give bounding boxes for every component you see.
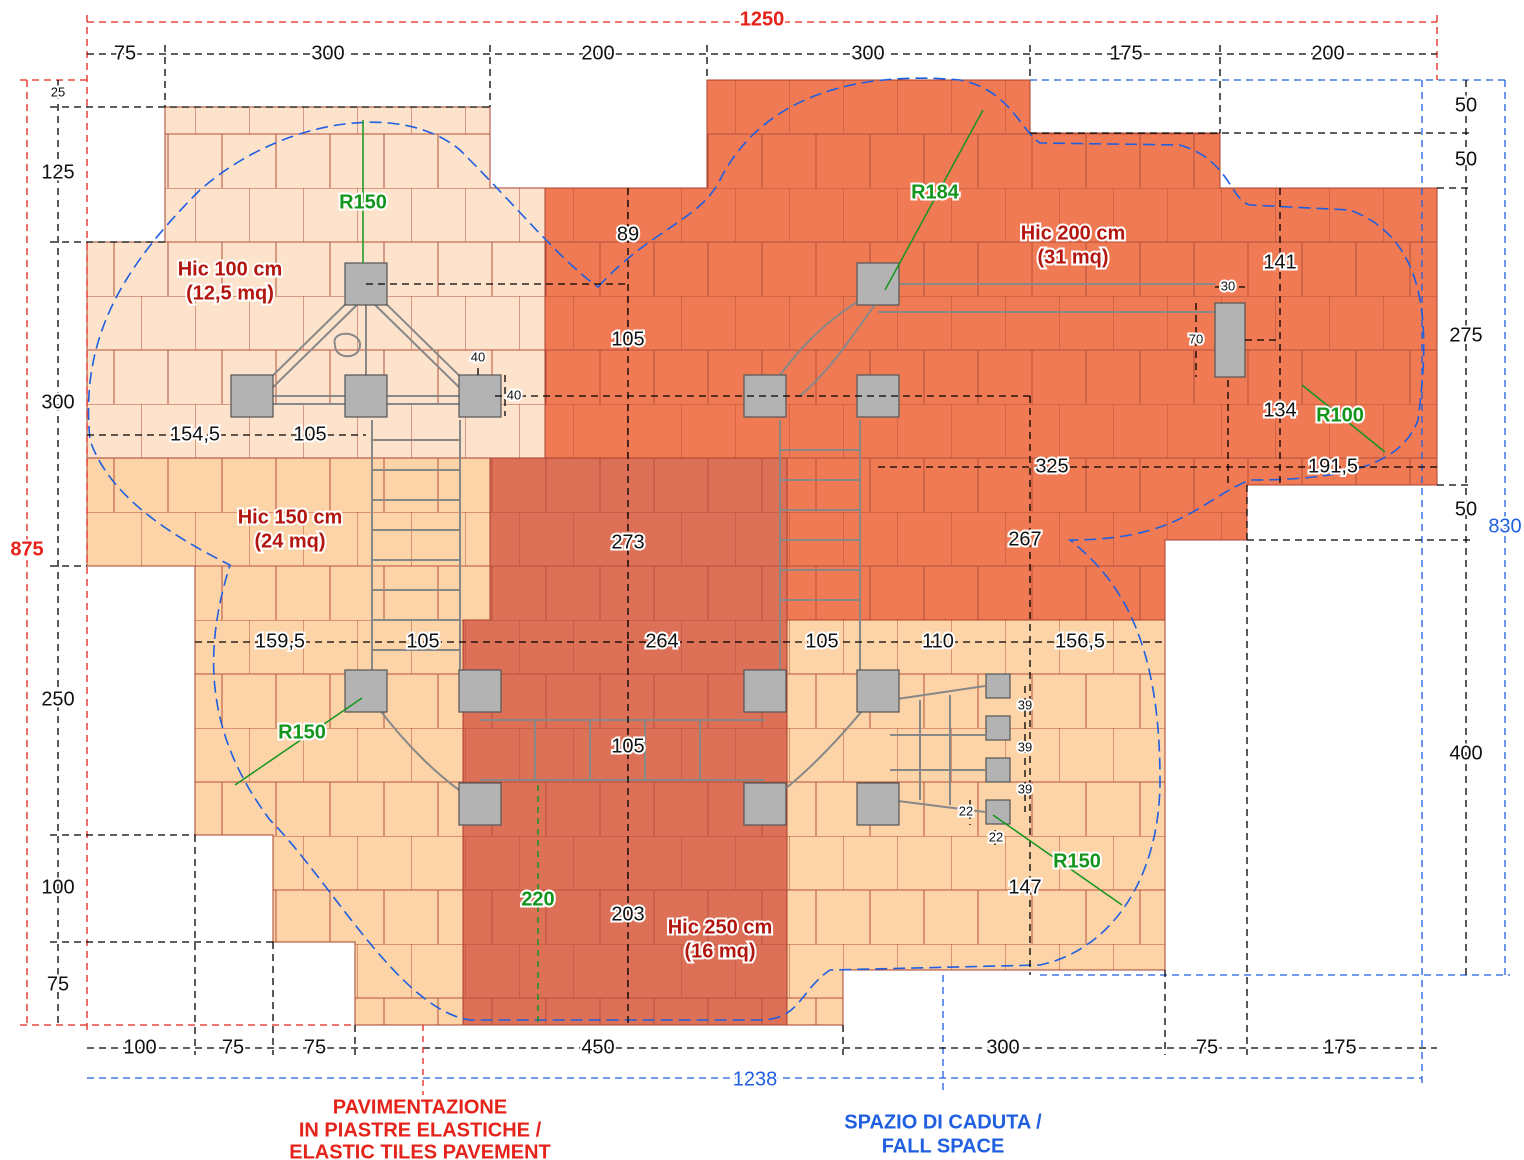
dimension-label: 175 bbox=[1109, 42, 1142, 64]
dimension-label: 105 bbox=[805, 630, 838, 652]
dimension-label: 134 bbox=[1263, 399, 1296, 421]
dimension-label: 450 bbox=[581, 1036, 614, 1058]
zone-label: Hic 250 cm bbox=[668, 916, 773, 938]
dimension-label: 264 bbox=[645, 630, 678, 652]
dimension-label: 70 bbox=[1189, 331, 1203, 346]
dimension-label: 75 bbox=[114, 42, 136, 64]
post bbox=[744, 783, 786, 825]
post bbox=[986, 758, 1010, 782]
dimension-label: 141 bbox=[1263, 251, 1296, 273]
dimension-label: 39 bbox=[1018, 697, 1032, 712]
dimension-label: 25 bbox=[51, 84, 65, 99]
dimension-label: 400 bbox=[1449, 742, 1482, 764]
legend-pavement: ELASTIC TILES PAVEMENT bbox=[289, 1141, 551, 1160]
dimension-label: 125 bbox=[41, 161, 74, 183]
dimension-label: 100 bbox=[123, 1036, 156, 1058]
legend-pavement: IN PIASTRE ELASTICHE / bbox=[299, 1119, 542, 1141]
zone-area: (12,5 mq) bbox=[186, 282, 274, 304]
radius-label: R100 bbox=[1316, 404, 1364, 426]
dimension-label: 22 bbox=[959, 803, 973, 818]
dimension-label: 89 bbox=[617, 223, 639, 245]
post bbox=[345, 375, 387, 417]
post bbox=[857, 783, 899, 825]
dimension-label: 156,5 bbox=[1055, 630, 1105, 652]
fall-height: 830 bbox=[1488, 515, 1521, 537]
dimension-label: 105 bbox=[406, 630, 439, 652]
dimension-label: 105 bbox=[611, 735, 644, 757]
dimension-label: 300 bbox=[851, 42, 884, 64]
post bbox=[459, 670, 501, 712]
dimension-label: 175 bbox=[1323, 1036, 1356, 1058]
radius-label: R150 bbox=[1053, 850, 1101, 872]
post bbox=[459, 783, 501, 825]
dimension-label: 300 bbox=[986, 1036, 1019, 1058]
dimension-label: 191,5 bbox=[1308, 455, 1358, 477]
dimension-label: 300 bbox=[311, 42, 344, 64]
zone-label: Hic 100 cm bbox=[178, 258, 283, 280]
dimension-label: 100 bbox=[41, 876, 74, 898]
post bbox=[857, 263, 899, 305]
post bbox=[1215, 303, 1245, 377]
post bbox=[744, 670, 786, 712]
dimension-label: 154,5 bbox=[170, 423, 220, 445]
zone-area: (16 mq) bbox=[684, 940, 755, 962]
dimension-label: 75 bbox=[1196, 1036, 1218, 1058]
dimension-label: 40 bbox=[507, 387, 521, 402]
radius-label: R150 bbox=[339, 191, 387, 213]
legend-fall-space: FALL SPACE bbox=[882, 1135, 1005, 1157]
dimension-label: 105 bbox=[611, 328, 644, 350]
dimension-label: 50 bbox=[1455, 94, 1477, 116]
dimension-label: 50 bbox=[1455, 498, 1477, 520]
post bbox=[986, 716, 1010, 740]
radius-label: R184 bbox=[911, 181, 960, 203]
dimension-label: 40 bbox=[471, 349, 485, 364]
dimension-label: 105 bbox=[293, 423, 326, 445]
post bbox=[459, 375, 501, 417]
tile-grid bbox=[787, 620, 1165, 1025]
dimension-label: 30 bbox=[1221, 278, 1235, 293]
dimension-label: 147 bbox=[1008, 876, 1041, 898]
overall-height: 875 bbox=[10, 538, 43, 560]
dimension-label: 39 bbox=[1018, 739, 1032, 754]
dimension-label: 273 bbox=[611, 531, 644, 553]
overall-width: 1250 bbox=[740, 8, 785, 30]
dimension-label: 275 bbox=[1449, 324, 1482, 346]
radius-label: R150 bbox=[278, 721, 326, 743]
post bbox=[857, 670, 899, 712]
dimension-label: 250 bbox=[41, 688, 74, 710]
dimension-label: 39 bbox=[1018, 781, 1032, 796]
dimension-label: 22 bbox=[989, 829, 1003, 844]
dimension-label: 75 bbox=[47, 973, 69, 995]
post bbox=[231, 375, 273, 417]
dimension-label: 75 bbox=[304, 1036, 326, 1058]
dimension-label: 200 bbox=[1311, 42, 1344, 64]
zone-label: Hic 150 cm bbox=[238, 506, 343, 528]
dimension-label: 300 bbox=[41, 391, 74, 413]
post bbox=[986, 800, 1010, 824]
dimension-label: 203 bbox=[611, 903, 644, 925]
dimension-label: 267 bbox=[1008, 528, 1041, 550]
zones bbox=[87, 80, 1437, 1025]
legend-pavement: PAVIMENTAZIONE bbox=[333, 1096, 507, 1118]
zone-label: Hic 200 cm bbox=[1021, 222, 1126, 244]
fall-height-label: 220 bbox=[521, 888, 554, 910]
zone-area: (31 mq) bbox=[1037, 246, 1108, 268]
post bbox=[986, 674, 1010, 698]
dimension-label: 325 bbox=[1035, 455, 1068, 477]
dimension-label: 200 bbox=[581, 42, 614, 64]
dimension-label: 50 bbox=[1455, 148, 1477, 170]
zone-area: (24 mq) bbox=[254, 530, 325, 552]
dimension-label: 159,5 bbox=[255, 630, 305, 652]
dimension-label: 110 bbox=[922, 630, 954, 652]
fall-width: 1238 bbox=[733, 1068, 778, 1090]
dimension-label: 75 bbox=[222, 1036, 244, 1058]
layout-drawing: 1250 75 300 200 300 175 200 875 25 125 300 250 100 75… bbox=[0, 0, 1524, 1160]
legend-fall-space: SPAZIO DI CADUTA / bbox=[844, 1111, 1042, 1133]
